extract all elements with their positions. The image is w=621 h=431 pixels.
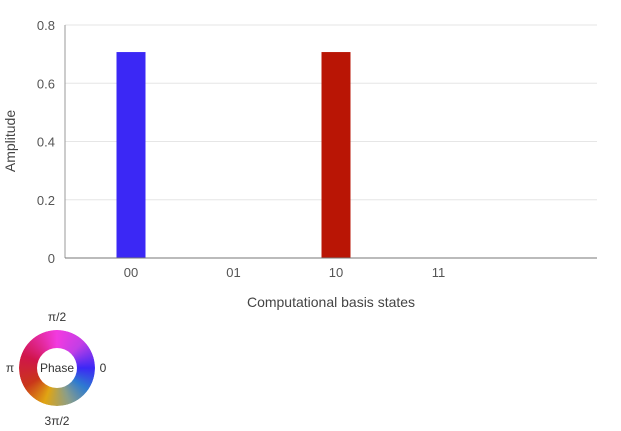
phase-label-top: π/2 [48, 310, 67, 324]
phase-wheel-center-label: Phase [40, 361, 74, 375]
x-tick-label: 11 [432, 265, 446, 280]
x-tick-labels: 00 01 10 11 [124, 265, 445, 280]
y-tick-label: 0 [48, 251, 55, 266]
phase-wheel: Phase π/2 π 0 3π/2 [6, 310, 107, 428]
phase-label-bottom: 3π/2 [45, 414, 70, 428]
y-tick-label: 0.6 [37, 76, 55, 91]
bars [116, 52, 351, 258]
y-tick-labels: 0 0.2 0.4 0.6 0.8 [37, 18, 55, 266]
y-tick-label: 0.4 [37, 135, 55, 150]
phase-label-left: π [6, 361, 14, 375]
y-axis-title: Amplitude [2, 110, 18, 172]
x-tick-label: 01 [226, 265, 240, 280]
bar-00 [116, 52, 146, 258]
phase-wheel-center [37, 348, 77, 388]
x-tick-label: 10 [329, 265, 343, 280]
y-tick-label: 0.8 [37, 18, 55, 33]
bar-10 [321, 52, 351, 258]
y-tick-label: 0.2 [37, 193, 55, 208]
x-tick-label: 00 [124, 265, 138, 280]
x-axis-title: Computational basis states [247, 294, 415, 310]
phase-label-right: 0 [100, 361, 107, 375]
